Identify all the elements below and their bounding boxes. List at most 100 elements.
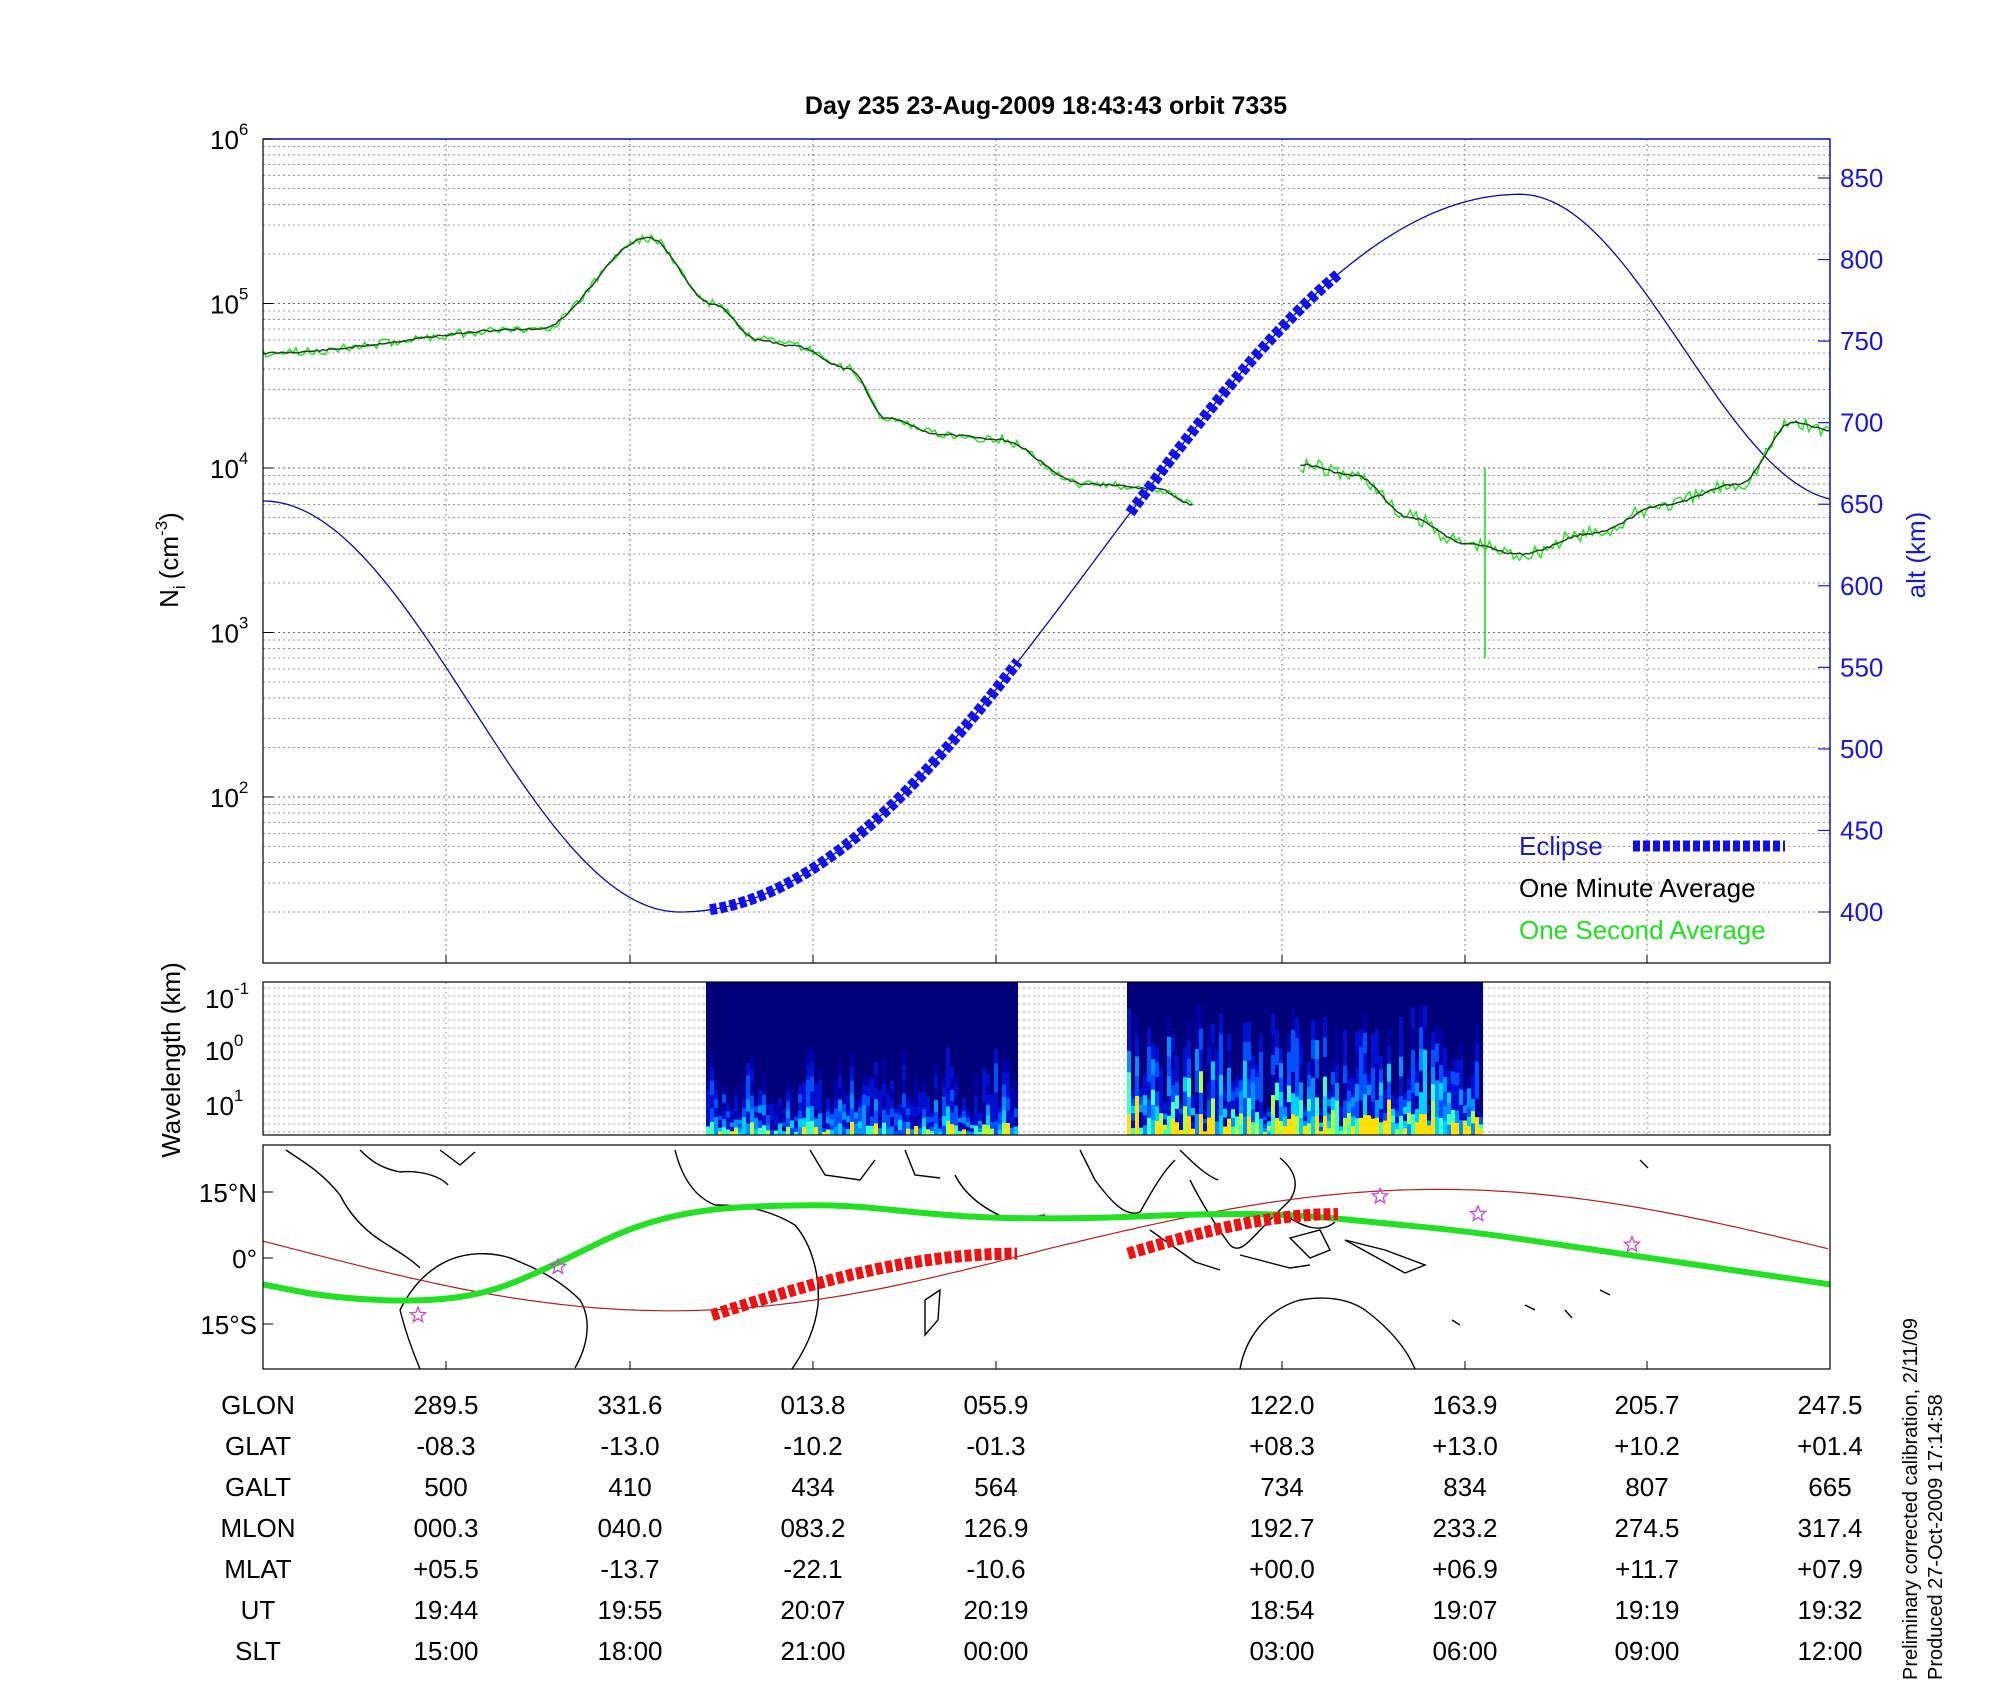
table-cell: 19:32 <box>1797 1595 1862 1625</box>
spectrogram-cell <box>1183 1120 1187 1136</box>
spectrogram-cell <box>1331 1084 1335 1098</box>
spectrogram-cell <box>1295 1076 1299 1097</box>
spectrogram-cell <box>1323 1036 1327 1057</box>
spectrogram-cell <box>1243 1078 1247 1099</box>
spectrogram-cell <box>1399 1115 1403 1136</box>
spectrogram-cell <box>746 1122 750 1136</box>
spectrogram-cell <box>1463 1105 1467 1114</box>
spectrogram-cell <box>838 1087 842 1100</box>
spectrogram-cell <box>974 1095 978 1106</box>
spectrogram-cell <box>1471 1098 1475 1112</box>
spectrogram-cell <box>882 1122 886 1136</box>
spectrogram-cell <box>1479 1127 1483 1132</box>
coast-pacific-islands <box>1451 1159 1649 1326</box>
spectrogram-cell <box>1159 1123 1163 1136</box>
spectrogram-cell <box>786 1083 790 1093</box>
spectrogram-cell <box>1151 1119 1155 1136</box>
spectrogram-cell <box>802 1091 806 1101</box>
spectrogram-cell <box>890 1080 894 1091</box>
spectrogram-cell <box>866 1095 870 1107</box>
spectrogram-cell <box>1187 1058 1191 1078</box>
spectrogram-cell <box>950 1123 954 1136</box>
spectrogram-cell <box>1263 1119 1267 1125</box>
spectrogram-cell <box>1399 1036 1403 1057</box>
spectrogram-cell <box>1375 1117 1379 1136</box>
table-cell: 000.3 <box>413 1513 478 1543</box>
spectrogram-cell <box>1471 1110 1475 1124</box>
spectrogram-cell <box>950 1112 954 1125</box>
spectrogram-cell <box>1010 1097 1014 1106</box>
spectrogram-cell <box>1451 1096 1455 1110</box>
spectrogram-cell <box>1235 1077 1239 1088</box>
spectrogram-cell <box>978 1131 982 1136</box>
spectrogram-cell <box>1351 1077 1355 1088</box>
spectrogram-cell <box>998 1129 1002 1136</box>
spectrogram-cell <box>1187 1096 1191 1117</box>
spectrogram-cell <box>790 1127 794 1136</box>
spectrogram-cell <box>834 1117 838 1127</box>
spectrogram-cell <box>1171 1068 1175 1086</box>
spectrogram-cell <box>1399 1017 1403 1038</box>
spectrogram-block-1 <box>706 982 1018 1136</box>
spectrogram-cell <box>906 1107 910 1116</box>
spectrogram-cell <box>1431 1083 1435 1102</box>
spectrogram-cell <box>1415 1121 1419 1136</box>
spectrogram-cell <box>1475 1042 1479 1062</box>
wavelength-panel: 10-1 100 101 Wavelength (km) <box>156 962 1831 1158</box>
spectrogram-cell <box>1331 1096 1335 1111</box>
spectrogram-cell <box>858 1120 862 1129</box>
spectrogram-cell <box>838 1111 842 1124</box>
spectrogram-cell <box>1227 1033 1231 1051</box>
spectrogram-cell <box>982 1112 986 1125</box>
right-axis-ticks: 850 800 750 700 650 600 550 500 450 400 <box>1818 163 1883 927</box>
spectrogram-cell <box>978 1123 982 1129</box>
spectrogram-cell <box>978 1112 982 1118</box>
table-cell: 734 <box>1260 1472 1303 1502</box>
spectrogram-cell <box>818 1101 822 1114</box>
spectrogram-cell <box>842 1127 846 1136</box>
spectrogram-cell <box>1179 1107 1183 1114</box>
spectrogram-cell <box>918 1127 922 1136</box>
spectrogram-cell <box>950 1100 954 1113</box>
spectrogram-cell <box>1443 1076 1447 1092</box>
spectrogram-cell <box>1375 1064 1379 1083</box>
spectrogram-cell <box>1411 1113 1415 1136</box>
spectrogram-cell <box>1379 1108 1383 1123</box>
spectrogram-cell <box>1143 1094 1147 1106</box>
spectrogram-cell <box>1471 1122 1475 1136</box>
spectrogram-cell <box>730 1130 734 1136</box>
table-cell: 247.5 <box>1797 1390 1862 1420</box>
spectrogram-cell <box>794 1127 798 1132</box>
spectrogram-cell <box>1231 1108 1235 1118</box>
spectrogram-cell <box>1303 1115 1307 1121</box>
spectrogram-cell <box>850 1121 854 1136</box>
spectrogram-cell <box>1131 1120 1135 1129</box>
spectrogram-cell <box>1431 1100 1435 1119</box>
spectrogram-cell <box>1139 1088 1143 1097</box>
spectrogram-cell <box>1227 1067 1231 1085</box>
spectrogram-cell <box>1199 1006 1203 1029</box>
spectrogram-cell <box>1327 1120 1331 1129</box>
spectrogram-cell <box>1371 1067 1375 1085</box>
spectrogram-cell <box>954 1094 958 1106</box>
spectrogram-cell <box>1167 1075 1171 1097</box>
spectrogram-cell <box>1339 1130 1343 1136</box>
spectrogram-cell <box>1006 1122 1010 1136</box>
spectrogram-cell <box>1415 1068 1419 1083</box>
spectrogram-cell <box>1014 1107 1018 1118</box>
spectrogram-cell <box>1139 1103 1143 1113</box>
spectrogram-cell <box>790 1089 794 1098</box>
spectrogram-cell <box>958 1113 962 1118</box>
spectrogram-cell <box>1303 1120 1307 1126</box>
spectrogram-cell <box>1463 1090 1467 1099</box>
table-cell: 19:55 <box>597 1595 662 1625</box>
spectrogram-cell <box>1195 1048 1199 1071</box>
spectrogram-cell <box>1315 1058 1319 1079</box>
spectrogram-cell <box>1471 1086 1475 1099</box>
spectrogram-cell <box>1135 1036 1139 1057</box>
spectrogram-cell <box>1135 1095 1139 1116</box>
spectrogram-cell <box>706 1089 710 1100</box>
table-cell: 12:00 <box>1797 1636 1862 1666</box>
spectrogram-cell <box>870 1078 874 1089</box>
spectrogram-cell <box>930 1121 934 1127</box>
